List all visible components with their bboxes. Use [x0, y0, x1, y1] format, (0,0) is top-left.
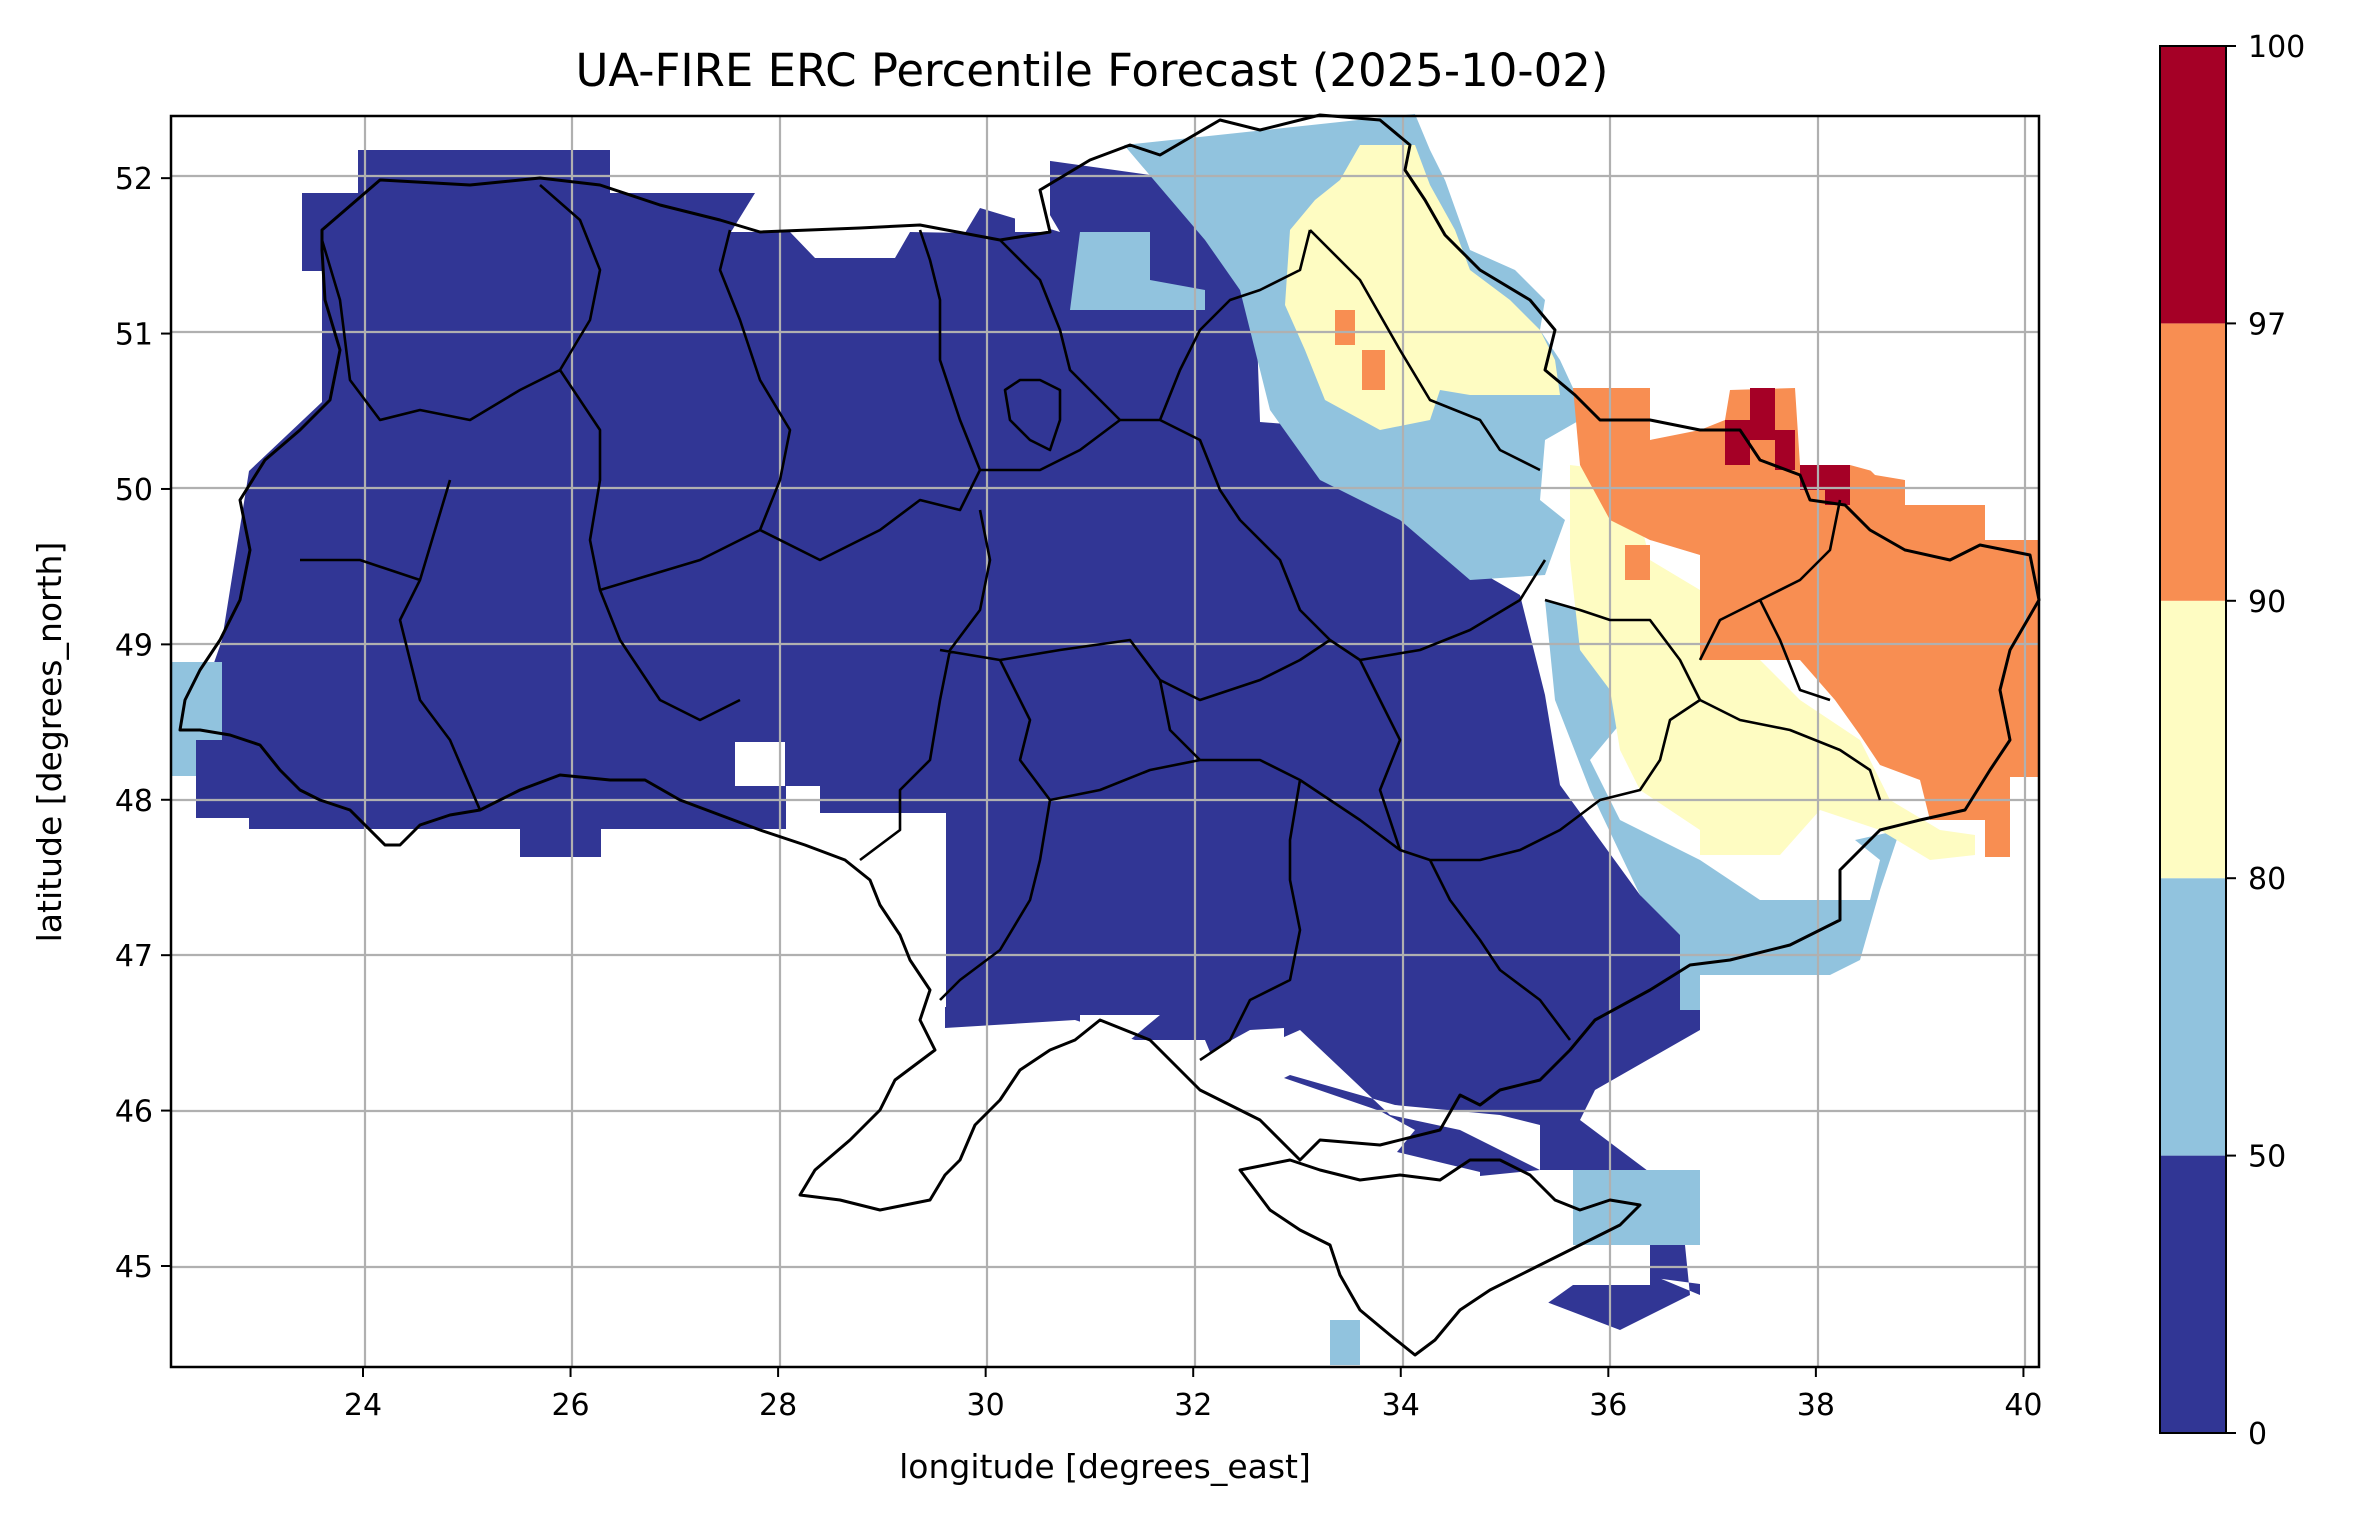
colorbar-segment [2160, 1155, 2226, 1433]
sea-mask-azov [1130, 1030, 1650, 1365]
x-tick-label: 34 [1382, 1388, 1420, 1423]
colorbar-tick-label: 100 [2248, 30, 2305, 65]
x-tick-label: 28 [759, 1388, 797, 1423]
colorbar-segment [2160, 878, 2226, 1156]
colorbar: 0 50 80 90 97 100 [2159, 30, 2305, 1452]
y-tick-label: 49 [115, 628, 153, 663]
y-tick-label: 50 [115, 473, 153, 508]
y-axis-label: latitude [degrees_north] [30, 542, 69, 943]
colorbar-segment [2160, 323, 2226, 601]
area-80-90-east [1570, 465, 1975, 860]
colorbar-frame [2159, 45, 2227, 1434]
x-tick-label: 32 [1174, 1388, 1212, 1423]
y-tick-label: 45 [115, 1250, 153, 1285]
chart-title: UA-FIRE ERC Percentile Forecast (2025-10… [576, 44, 1609, 97]
area-50-80-carpathian [171, 662, 222, 776]
colorbar-tick-label: 0 [2248, 1417, 2267, 1452]
x-tick-label: 26 [551, 1388, 589, 1423]
borders [178, 113, 2041, 1357]
north-river-outline [1003, 378, 1062, 452]
x-tick-label: 40 [2004, 1388, 2042, 1423]
y-tick-label: 51 [115, 318, 153, 353]
y-axis: 45 46 47 48 49 50 51 52 [115, 162, 171, 1285]
y-tick-label: 46 [115, 1095, 153, 1130]
colorbar-tick-label: 97 [2248, 307, 2286, 342]
colorbar-segment [2160, 600, 2226, 879]
x-tick-label: 24 [344, 1388, 382, 1423]
sea-mask [171, 742, 1330, 1367]
map-axes [169, 113, 2041, 1369]
colorbar-segment [2160, 46, 2226, 324]
oblast-boundaries [300, 184, 1882, 1062]
colorbar-tick-label: 80 [2248, 862, 2286, 897]
area-90-97-east [1573, 388, 2039, 857]
x-axis: 24 26 28 30 32 34 36 38 40 [344, 1367, 2043, 1423]
sea-mask-ne [1415, 114, 2039, 540]
map-frame [169, 114, 2041, 1369]
sea-mask-north [171, 116, 1124, 662]
crimea-border [1238, 1158, 1642, 1357]
colorbar-tick-label: 50 [2248, 1140, 2286, 1175]
x-tick-label: 38 [1797, 1388, 1835, 1423]
x-tick-label: 36 [1589, 1388, 1627, 1423]
x-axis-label: longitude [degrees_east] [899, 1447, 1311, 1486]
area-50-80-west [1070, 232, 1205, 310]
area-50-80-crimea-edge [1233, 1170, 1700, 1365]
y-tick-label: 52 [115, 162, 153, 197]
country-border [178, 113, 2041, 1212]
x-tick-label: 30 [967, 1388, 1005, 1423]
colorbar-tick-label: 90 [2248, 585, 2286, 620]
y-tick-label: 47 [115, 939, 153, 974]
area-80-90-north [1285, 145, 1560, 430]
y-tick-label: 48 [115, 784, 153, 819]
